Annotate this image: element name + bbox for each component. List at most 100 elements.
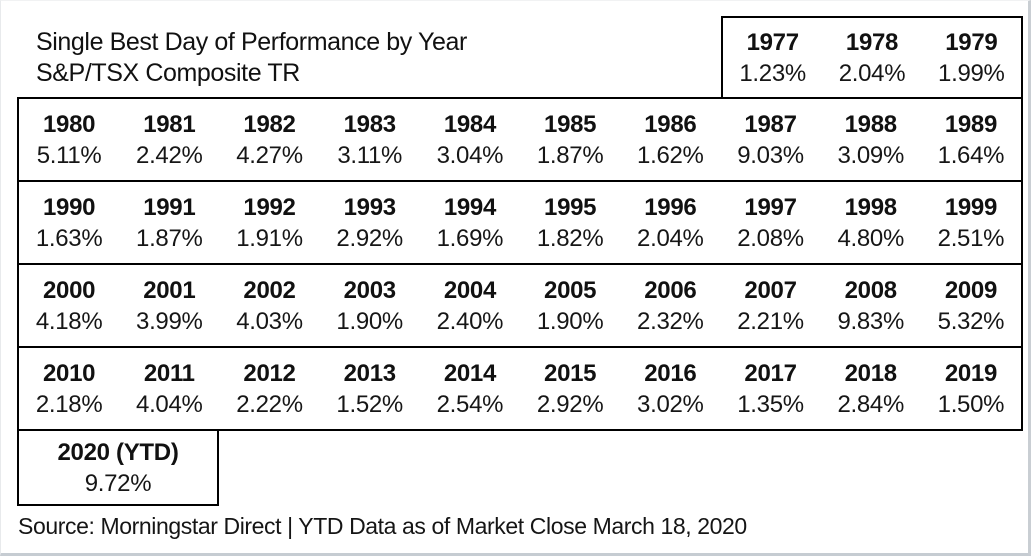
year-cell: 2007 2.21% [720,265,820,346]
year-cell: 1996 2.04% [620,182,720,263]
year-value: 9.83% [837,307,904,335]
header-years-box: 1977 1.23% 1978 2.04% 1979 1.99% [721,16,1023,99]
year-cell: 2016 3.02% [620,348,720,429]
year-label: 2000 [43,276,96,304]
year-value: 2.92% [336,224,403,252]
year-value: 1.87% [136,224,203,252]
year-value: 1.90% [336,307,403,335]
year-value: 1.69% [436,224,504,252]
source-note: Source: Morningstar Direct | YTD Data as… [18,513,747,539]
year-cell: 2009 5.32% [921,265,1021,346]
year-label: 2013 [343,359,397,387]
year-value: 2.04% [637,224,704,252]
year-cell: 1995 1.82% [520,182,620,263]
year-value: 1.62% [637,141,704,169]
year-label: 1977 [746,28,800,56]
year-label: 2004 [443,276,497,304]
decade-rows: 1980 5.11% 1981 2.42% 1982 4.27% 1983 3.11% 1984… [17,97,1023,431]
table-row: 2000 4.18% 2001 3.99% 2002 4.03% 2003 1.90% 2004… [17,263,1023,348]
year-label: 1992 [243,193,296,221]
year-cell: 2018 2.84% [821,348,921,429]
year-value: 1.52% [336,390,403,418]
year-value: 1.35% [737,390,804,418]
table-row: 2010 2.18% 2011 4.04% 2012 2.22% 2013 1.52% 2014… [17,346,1023,431]
year-cell: 1988 3.09% [821,99,921,180]
year-label: 1987 [744,110,797,138]
year-label: 2010 [43,359,96,387]
year-cell: 2014 2.54% [420,348,520,429]
year-label: 1983 [343,110,397,138]
year-value: 4.04% [136,390,203,418]
year-cell: 1989 1.64% [921,99,1021,180]
year-value: 5.11% [36,141,102,169]
year-cell: 1990 1.63% [19,182,119,263]
year-label: 2005 [544,276,597,304]
year-label: 2009 [944,276,998,304]
table-row: 1980 5.11% 1981 2.42% 1982 4.27% 1983 3.11% 1984… [17,97,1023,182]
year-value: 4.27% [236,141,303,169]
year-value: 2.54% [436,390,504,418]
year-value: 4.80% [837,224,904,252]
year-value: 1.91% [236,224,303,252]
year-cell: 2019 1.50% [921,348,1021,429]
year-label: 2019 [944,359,998,387]
table-header-row: Single Best Day of Performance by Year S… [17,16,1023,99]
year-cell: 2001 3.99% [119,265,219,346]
year-label: 2020 (YTD) [57,438,179,466]
year-value: 2.92% [536,390,604,418]
year-value: 1.23% [739,59,806,87]
year-value: 1.90% [536,307,604,335]
year-cell: 2020 (YTD) 9.72% [19,431,217,504]
page-title: Single Best Day of Performance by Year [36,28,467,56]
year-label: 1996 [644,193,697,221]
year-label: 1982 [243,110,296,138]
year-value: 2.40% [436,307,504,335]
year-label: 1978 [845,28,899,56]
year-label: 1994 [443,193,497,221]
page-subtitle: S&P/TSX Composite TR [36,59,300,87]
year-cell: 1994 1.69% [420,182,520,263]
year-label: 1995 [544,193,597,221]
year-cell: 1997 2.08% [720,182,820,263]
year-value: 2.22% [236,390,303,418]
year-cell: 1979 1.99% [922,18,1021,97]
year-label: 2006 [644,276,697,304]
year-value: 3.09% [837,141,904,169]
year-value: 1.99% [938,59,1005,87]
year-value: 3.11% [337,141,403,169]
year-label: 2016 [644,359,697,387]
ytd-box: 2020 (YTD) 9.72% [17,429,219,506]
year-label: 2007 [744,276,797,304]
year-cell: 2008 9.83% [821,265,921,346]
year-label: 2017 [744,359,797,387]
year-label: 2002 [243,276,296,304]
year-cell: 1983 3.11% [320,99,420,180]
year-label: 1998 [844,193,898,221]
year-cell: 1978 2.04% [822,18,921,97]
year-cell: 1977 1.23% [723,18,822,97]
year-cell: 1982 4.27% [219,99,319,180]
year-value: 9.03% [737,141,804,169]
year-cell: 1986 1.62% [620,99,720,180]
year-value: 9.72% [84,469,152,497]
year-label: 1981 [143,110,196,138]
year-cell: 1999 2.51% [921,182,1021,263]
year-label: 2012 [243,359,296,387]
year-cell: 2017 1.35% [720,348,820,429]
year-cell: 2011 4.04% [119,348,219,429]
title-block: Single Best Day of Performance by Year S… [17,16,721,99]
year-value: 1.64% [937,141,1005,169]
year-cell: 1991 1.87% [119,182,219,263]
year-cell: 2000 4.18% [19,265,119,346]
year-cell: 2015 2.92% [520,348,620,429]
year-value: 1.50% [937,390,1005,418]
table-row: 1990 1.63% 1991 1.87% 1992 1.91% 1993 2.92% 1994… [17,180,1023,265]
year-label: 2018 [844,359,898,387]
year-label: 1999 [944,193,998,221]
year-value: 2.04% [838,59,906,87]
year-value: 3.99% [136,307,203,335]
best-day-table: Single Best Day of Performance by Year S… [17,16,1023,541]
year-cell: 1984 3.04% [420,99,520,180]
year-label: 1979 [945,28,998,56]
year-value: 2.18% [35,390,103,418]
